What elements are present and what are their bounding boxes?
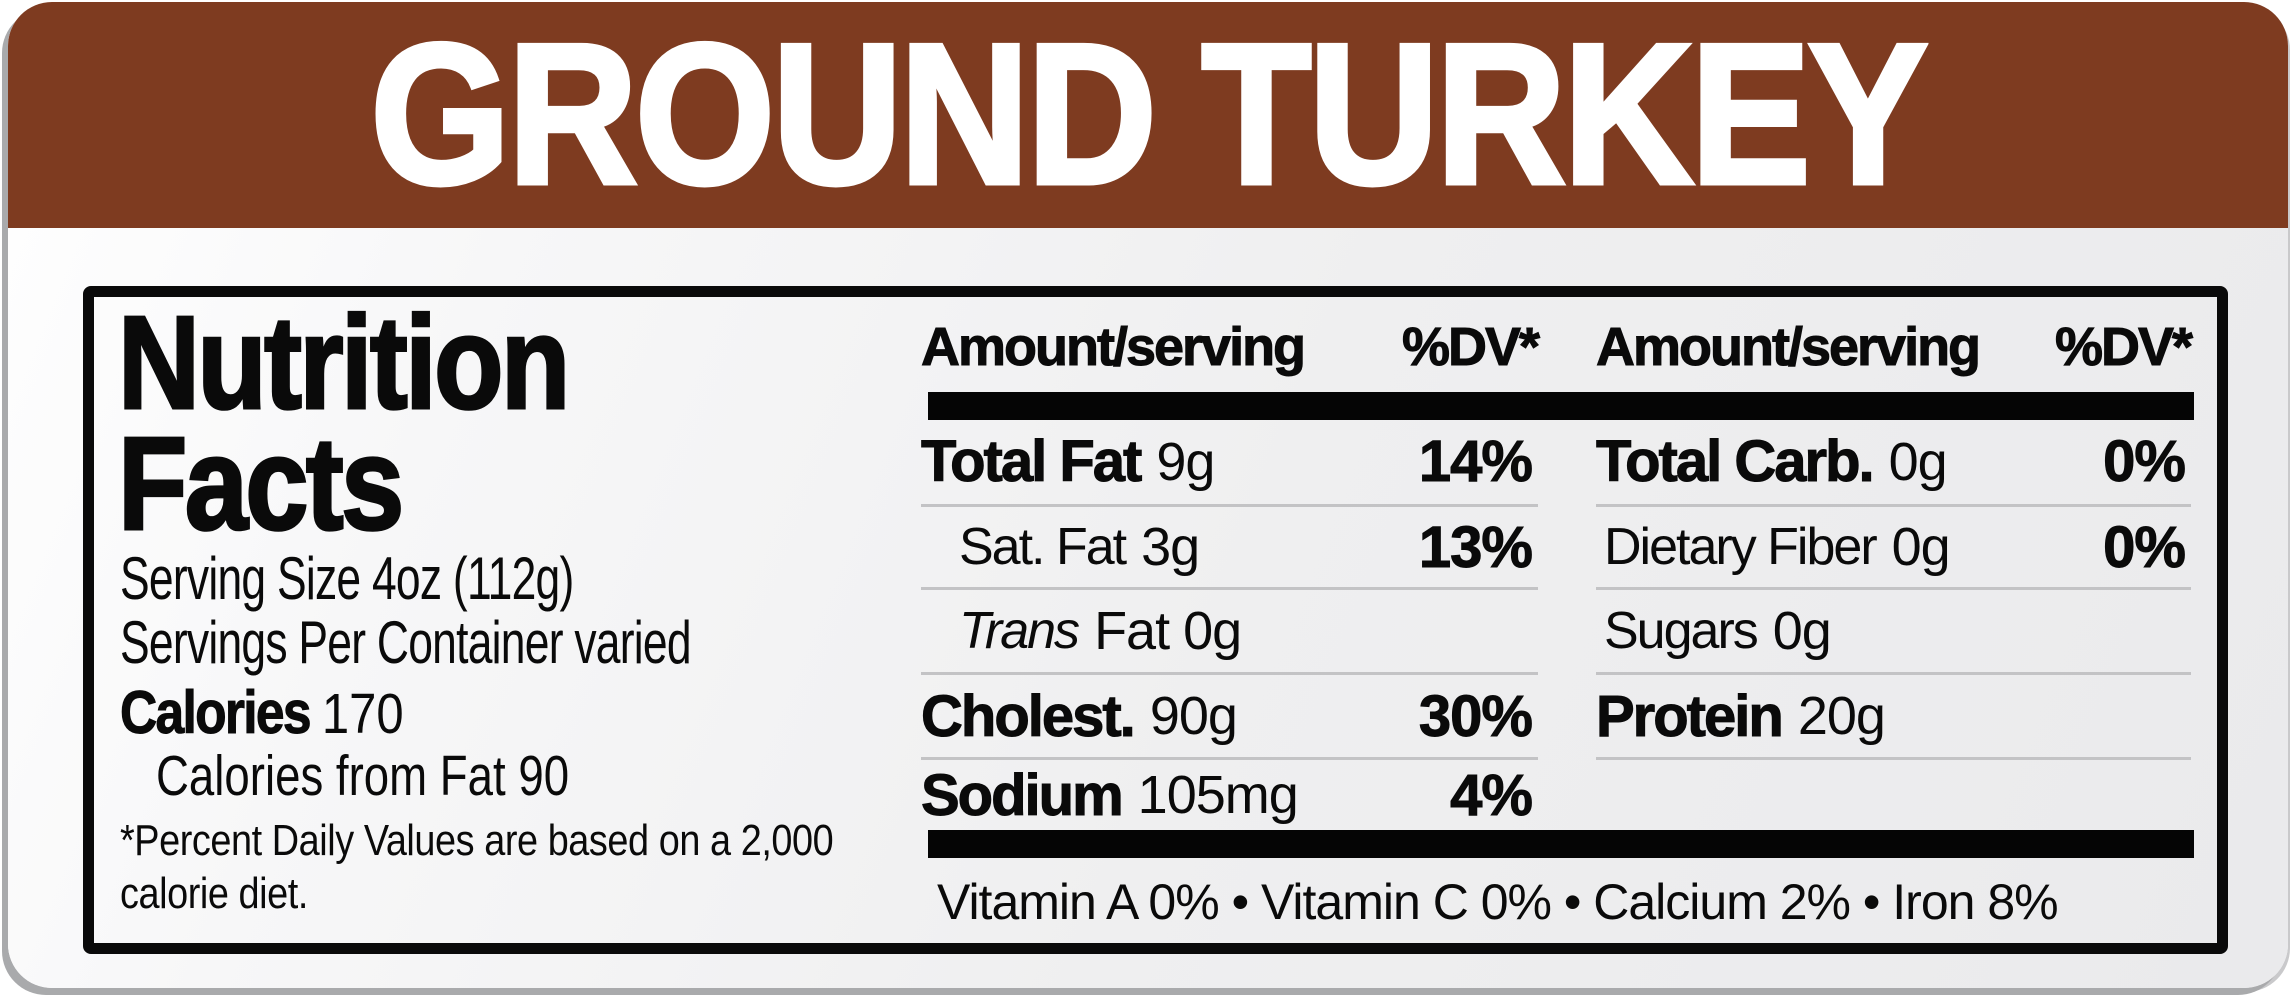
serving-info: Serving Size 4oz (112g) Servings Per Con… <box>120 545 692 676</box>
nutrient-dv: 0% <box>2103 514 2187 580</box>
nutrient-amount: 0g <box>1888 431 1948 492</box>
table-header-right: Amount/serving %DV* <box>1595 302 2193 392</box>
nutrient-dv: 13% <box>1418 514 1533 580</box>
amount-serving-header: Amount/serving <box>920 317 1306 378</box>
servings-per-container: Servings Per Container varied <box>120 609 692 676</box>
nutrient-table: Amount/serving %DV* Total Fat 9g 14% Sat… <box>920 302 2196 962</box>
row-total-fat: Total Fat 9g 14% <box>920 419 1538 507</box>
calories-value: 170 <box>321 682 404 746</box>
serving-size: Serving Size 4oz (112g) <box>120 545 574 612</box>
dv-header: %DV* <box>2054 317 2193 378</box>
nutrient-name: Sodium <box>921 762 1125 828</box>
row-total-carb: Total Carb. 0g 0% <box>1596 419 2191 507</box>
nutrient-amount: 3g <box>1141 517 1200 577</box>
row-trans-fat: Trans Fat 0g <box>921 590 1538 675</box>
nutrient-table-right-column: Amount/serving %DV* Total Carb. 0g 0% Di… <box>1595 302 2194 830</box>
table-header-left: Amount/serving %DV* <box>920 302 1540 392</box>
row-cholesterol: Cholest. 90g 30% <box>921 675 1538 760</box>
nutrient-name: Dietary Fiber <box>1604 518 1878 576</box>
nutrient-amount: 9g <box>1156 431 1215 492</box>
nutrient-name: Total Carb. <box>1596 429 1876 495</box>
nutrient-dv: 14% <box>1418 429 1533 495</box>
nutrient-name: Sat. Fat <box>959 518 1127 576</box>
row-empty <box>1596 760 2191 830</box>
nutrient-name: Sugars <box>1604 602 1759 660</box>
calories-label: Calories <box>120 679 312 746</box>
nutrient-dv: 30% <box>1418 683 1533 749</box>
nutrition-facts-title: Nutrition Facts <box>117 289 572 557</box>
nutrient-dv: 0% <box>2103 429 2187 495</box>
amount-serving-header: Amount/serving <box>1595 317 1981 378</box>
product-header: GROUND TURKEY <box>8 2 2288 228</box>
nutrient-table-left-column: Amount/serving %DV* Total Fat 9g 14% Sat… <box>920 302 1540 830</box>
nutrient-amount: 20g <box>1797 686 1886 746</box>
nutrition-facts-title-line2: Facts <box>117 410 406 557</box>
calories-line: Calories 170 <box>120 679 404 746</box>
nutrient-name: Total Fat <box>920 429 1142 495</box>
nutrient-amount: 0g <box>1772 601 1832 661</box>
footnote-line1: *Percent Daily Values are based on a 2,0… <box>120 816 834 865</box>
daily-value-footnote: *Percent Daily Values are based on a 2,0… <box>120 814 834 920</box>
label-panel: GROUND TURKEY Nutrition Facts Serving Si… <box>8 2 2288 988</box>
row-protein: Protein 20g <box>1596 675 2191 760</box>
calories-from-fat: Calories from Fat 90 <box>156 744 570 808</box>
nutrition-facts-box <box>83 286 2228 954</box>
separator-bar-top <box>928 392 2194 420</box>
product-title: GROUND TURKEY <box>368 3 1930 226</box>
nutrient-amount: 0g <box>1891 517 1951 577</box>
nutrient-amount: Fat 0g <box>1094 601 1242 661</box>
nutrient-amount: 105mg <box>1137 765 1299 825</box>
row-sodium: Sodium 105mg 4% <box>921 760 1538 830</box>
nutrition-facts-title-line1: Nutrition <box>117 289 572 436</box>
nutrient-dv: 4% <box>1450 762 1534 828</box>
nutrient-name: Cholest. <box>921 683 1137 749</box>
nutrient-name: Trans <box>959 602 1080 660</box>
nutrient-amount: 90g <box>1149 686 1238 746</box>
row-sugars: Sugars 0g <box>1596 590 2191 675</box>
bar-spacer <box>921 392 1538 419</box>
dv-header: %DV* <box>1401 317 1540 378</box>
row-dietary-fiber: Dietary Fiber 0g 0% <box>1596 507 2191 590</box>
vitamins-line: Vitamin A 0% • Vitamin C 0% • Calcium 2%… <box>937 874 2059 930</box>
nutrient-name: Protein <box>1596 683 1785 749</box>
bar-spacer <box>1596 392 2191 419</box>
row-sat-fat: Sat. Fat 3g 13% <box>921 507 1538 590</box>
separator-bar-bottom <box>928 830 2194 858</box>
footnote-line2: calorie diet. <box>120 869 308 918</box>
